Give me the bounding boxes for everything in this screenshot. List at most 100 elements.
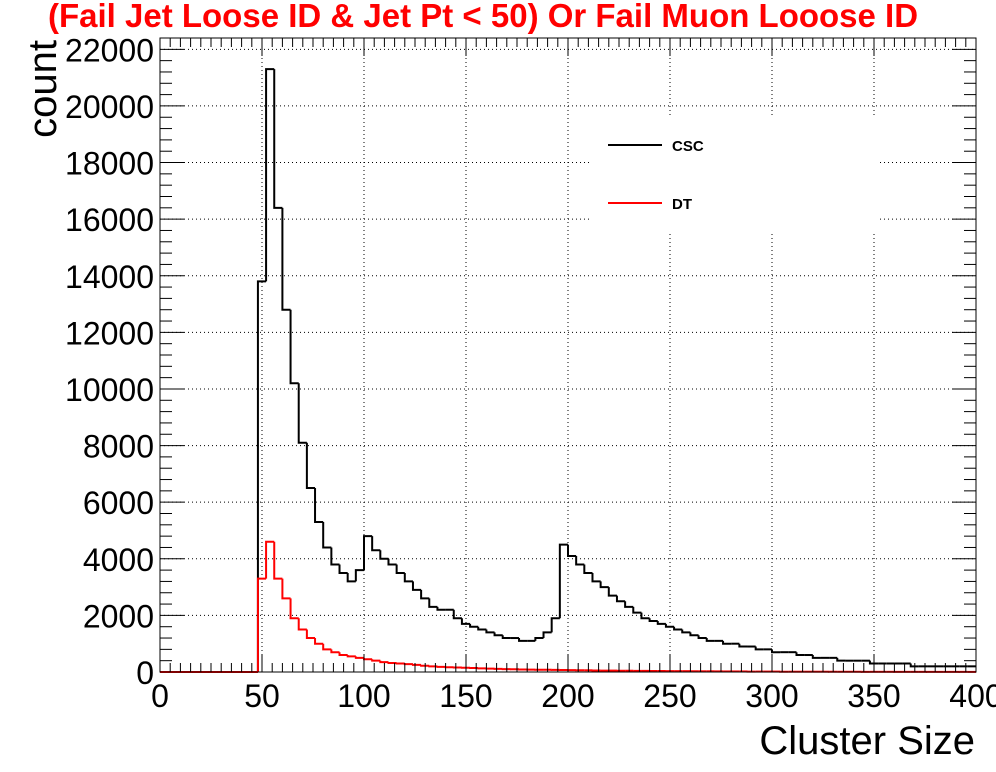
histogram-bin xyxy=(395,662,405,665)
y-tick-label: 22000 xyxy=(65,32,154,68)
histogram-bin xyxy=(909,663,919,668)
y-tick-label: 14000 xyxy=(65,259,154,295)
histogram-bin xyxy=(371,659,381,662)
histogram-bin xyxy=(607,587,617,597)
x-tick-label: 100 xyxy=(337,678,390,714)
histogram-bin xyxy=(460,618,471,625)
x-tick-label: 0 xyxy=(151,678,169,714)
histogram-bin xyxy=(583,564,593,574)
histogram-bin xyxy=(314,638,324,645)
tick-labels: 0 50 100 150 200 250 300 350 4000200040006000800… xyxy=(65,32,996,714)
histogram-bin xyxy=(485,629,495,634)
histogram-bin xyxy=(265,68,275,282)
x-tick-label: 300 xyxy=(745,678,798,714)
histogram-bin xyxy=(868,660,879,665)
chart-title: (Fail Jet Loose ID & Jet Pt < 50) Or Fai… xyxy=(48,0,918,34)
histogram-bin xyxy=(558,543,568,619)
histogram-bin xyxy=(379,660,389,664)
histogram-bin xyxy=(795,652,805,657)
histogram-bin xyxy=(705,638,715,642)
histogram-bin xyxy=(624,601,634,608)
histogram-bin xyxy=(403,663,413,666)
histogram-bin xyxy=(330,649,340,654)
histogram-bin xyxy=(322,521,332,549)
histogram-bin xyxy=(518,638,528,642)
y-axis-label: count xyxy=(21,40,65,138)
histogram-bin xyxy=(281,207,291,311)
histogram-bin xyxy=(403,572,413,583)
histogram-bin xyxy=(297,383,307,444)
histogram-bin xyxy=(811,655,821,659)
histogram-bin xyxy=(477,626,487,631)
histogram-bin xyxy=(387,558,397,566)
histogram-bin xyxy=(420,589,430,600)
histogram-bin xyxy=(648,618,658,623)
histogram-bin xyxy=(265,540,275,579)
histogram-bin xyxy=(493,632,503,637)
histogram-bin xyxy=(599,581,609,589)
histogram-bin xyxy=(550,617,560,633)
histogram-bin xyxy=(354,569,364,582)
histogram-bin xyxy=(411,663,422,666)
histogram-bin xyxy=(469,623,479,628)
histogram-bin xyxy=(273,541,283,580)
y-tick-label: 0 xyxy=(136,655,154,691)
plot-frame xyxy=(159,37,977,673)
histogram-bin xyxy=(289,598,299,620)
y-tick-label: 2000 xyxy=(83,598,154,634)
x-tick-label: 200 xyxy=(541,678,594,714)
histogram-bin xyxy=(754,646,764,651)
y-tick-label: 16000 xyxy=(65,202,154,238)
y-tick-label: 20000 xyxy=(65,89,154,125)
x-tick-label: 250 xyxy=(643,678,696,714)
histogram-bin xyxy=(256,280,267,672)
legend-label-csc: CSC xyxy=(672,138,704,155)
y-tick-label: 6000 xyxy=(83,485,154,521)
histogram-bin xyxy=(411,581,422,591)
histogram-bin xyxy=(542,631,552,639)
grid-lines xyxy=(160,38,976,672)
histogram-bin xyxy=(379,550,389,560)
histogram-bin xyxy=(567,544,577,557)
histogram-bin xyxy=(428,598,438,608)
histogram-bin xyxy=(681,629,691,634)
legend: CSC DT xyxy=(590,118,880,233)
histogram-bin xyxy=(689,632,699,637)
histogram-bin xyxy=(256,577,267,672)
histogram-bin xyxy=(305,442,316,490)
histogram-bin xyxy=(615,595,626,603)
histogram-bin xyxy=(322,643,332,651)
x-tick-label: 400 xyxy=(949,678,996,714)
histogram-bin xyxy=(673,626,683,631)
histogram-bin xyxy=(281,578,291,600)
y-tick-label: 4000 xyxy=(83,542,154,578)
x-tick-label: 350 xyxy=(847,678,900,714)
histogram-bin xyxy=(305,629,316,640)
histogram-bin xyxy=(273,69,283,209)
histogram-bin xyxy=(591,572,601,583)
y-tick-label: 18000 xyxy=(65,146,154,182)
y-tick-label: 8000 xyxy=(83,429,154,465)
histogram-bin xyxy=(656,621,666,625)
histogram-bin xyxy=(289,309,299,385)
histogram-bin xyxy=(371,536,381,552)
histogram-bin xyxy=(771,649,781,654)
histogram-bin xyxy=(338,652,348,657)
histogram-bin xyxy=(395,564,405,574)
legend-label-dt: DT xyxy=(672,196,692,213)
histogram-bin xyxy=(346,572,356,583)
histogram-bin xyxy=(722,640,732,645)
x-axis-label: Cluster Size xyxy=(759,719,975,763)
histogram-bin xyxy=(363,535,373,571)
y-tick-label: 12000 xyxy=(65,315,154,351)
y-tick-label: 10000 xyxy=(65,372,154,408)
histogram-bin xyxy=(314,488,324,523)
histogram-bin xyxy=(387,661,397,664)
histogram-bin xyxy=(738,643,748,648)
histogram-bin xyxy=(436,606,446,611)
histogram-bin xyxy=(354,656,364,659)
histogram-bin xyxy=(664,623,675,628)
histogram-bin xyxy=(428,665,438,668)
histogram-bin xyxy=(836,657,846,662)
